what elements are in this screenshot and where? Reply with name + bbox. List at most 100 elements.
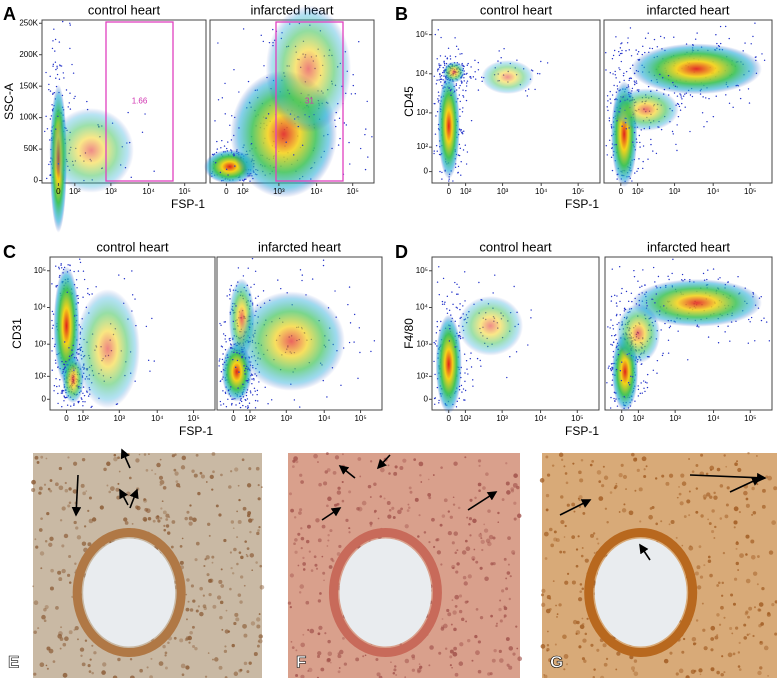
event-dot xyxy=(436,145,437,146)
cell xyxy=(73,462,77,466)
cell xyxy=(749,633,751,635)
cell xyxy=(135,458,139,462)
x-tick-label: 10² xyxy=(77,414,89,423)
cell xyxy=(214,657,218,661)
cell xyxy=(75,526,78,529)
cell xyxy=(616,483,618,485)
cell xyxy=(59,485,64,490)
event-dot xyxy=(466,360,467,361)
cell xyxy=(683,638,685,640)
event-dot xyxy=(218,365,219,366)
event-dot xyxy=(57,67,58,68)
cell xyxy=(307,670,309,672)
cell xyxy=(590,464,593,467)
y-tick-label: 250K xyxy=(19,18,38,27)
cell xyxy=(767,612,770,615)
event-dot xyxy=(124,278,125,279)
cell xyxy=(440,524,443,527)
event-dot xyxy=(611,148,612,149)
event-dot xyxy=(616,305,617,306)
event-dot xyxy=(459,309,460,310)
event-dot xyxy=(459,109,460,110)
event-dot xyxy=(452,304,453,305)
cell xyxy=(694,670,697,673)
event-dot xyxy=(654,302,655,303)
cell xyxy=(483,524,485,526)
cell xyxy=(74,629,76,631)
cell xyxy=(302,557,304,559)
event-dot xyxy=(669,327,670,328)
cell xyxy=(487,509,491,513)
event-dot xyxy=(247,405,248,406)
event-dot xyxy=(528,88,529,89)
panel-letter: B xyxy=(395,4,408,24)
event-dot xyxy=(450,89,451,90)
event-dot xyxy=(621,126,622,127)
cell xyxy=(511,489,514,492)
cell xyxy=(196,542,200,546)
cell xyxy=(322,525,326,529)
event-dot xyxy=(247,389,248,390)
event-dot xyxy=(221,140,222,141)
event-dot xyxy=(218,99,219,100)
event-dot xyxy=(630,68,631,69)
gate-value: 31 xyxy=(305,97,314,106)
event-dot xyxy=(443,67,444,68)
event-dot xyxy=(69,265,70,266)
cell xyxy=(196,609,199,612)
cell xyxy=(652,506,655,509)
plot-title: infarcted heart xyxy=(258,239,341,254)
cell xyxy=(108,491,111,494)
cell xyxy=(219,666,223,670)
cell xyxy=(299,508,302,511)
event-dot xyxy=(151,318,152,319)
y-tick-label: 10³ xyxy=(416,339,428,348)
cell xyxy=(442,514,445,517)
cell xyxy=(117,658,120,661)
event-dot xyxy=(437,321,438,322)
event-dot xyxy=(69,93,70,94)
event-dot xyxy=(237,387,238,388)
cell xyxy=(597,542,599,544)
panel-letter: A xyxy=(3,4,16,24)
cell xyxy=(244,662,247,665)
x-tick-label: 10³ xyxy=(669,187,681,196)
cell xyxy=(634,659,637,662)
event-dot xyxy=(659,74,660,75)
event-dot xyxy=(359,327,360,328)
event-dot xyxy=(440,55,441,56)
cell xyxy=(35,546,38,549)
event-dot xyxy=(230,290,231,291)
event-dot xyxy=(437,326,438,327)
cell xyxy=(468,574,472,578)
cell xyxy=(67,456,69,458)
event-dot xyxy=(608,367,609,368)
event-dot xyxy=(224,321,225,322)
event-dot xyxy=(462,305,463,306)
cell xyxy=(45,540,48,543)
cell xyxy=(571,535,575,539)
cell xyxy=(163,486,167,490)
cell xyxy=(82,458,85,461)
cell xyxy=(697,585,701,589)
event-dot xyxy=(467,65,468,66)
cell xyxy=(455,552,458,555)
event-dot xyxy=(616,120,617,121)
event-dot xyxy=(326,396,327,397)
cell xyxy=(513,483,518,488)
event-dot xyxy=(338,144,339,145)
cell xyxy=(117,456,120,459)
cell xyxy=(716,584,719,587)
cell xyxy=(186,511,189,514)
x-tick-label: 0 xyxy=(446,414,451,423)
event-dot xyxy=(347,304,348,305)
event-dot xyxy=(610,91,611,92)
event-dot xyxy=(615,74,616,75)
event-dot xyxy=(458,48,459,49)
cell xyxy=(224,645,226,647)
event-dot xyxy=(480,365,481,366)
cell xyxy=(236,511,238,513)
cell xyxy=(743,624,746,627)
cell xyxy=(186,608,190,612)
cell xyxy=(450,664,452,666)
